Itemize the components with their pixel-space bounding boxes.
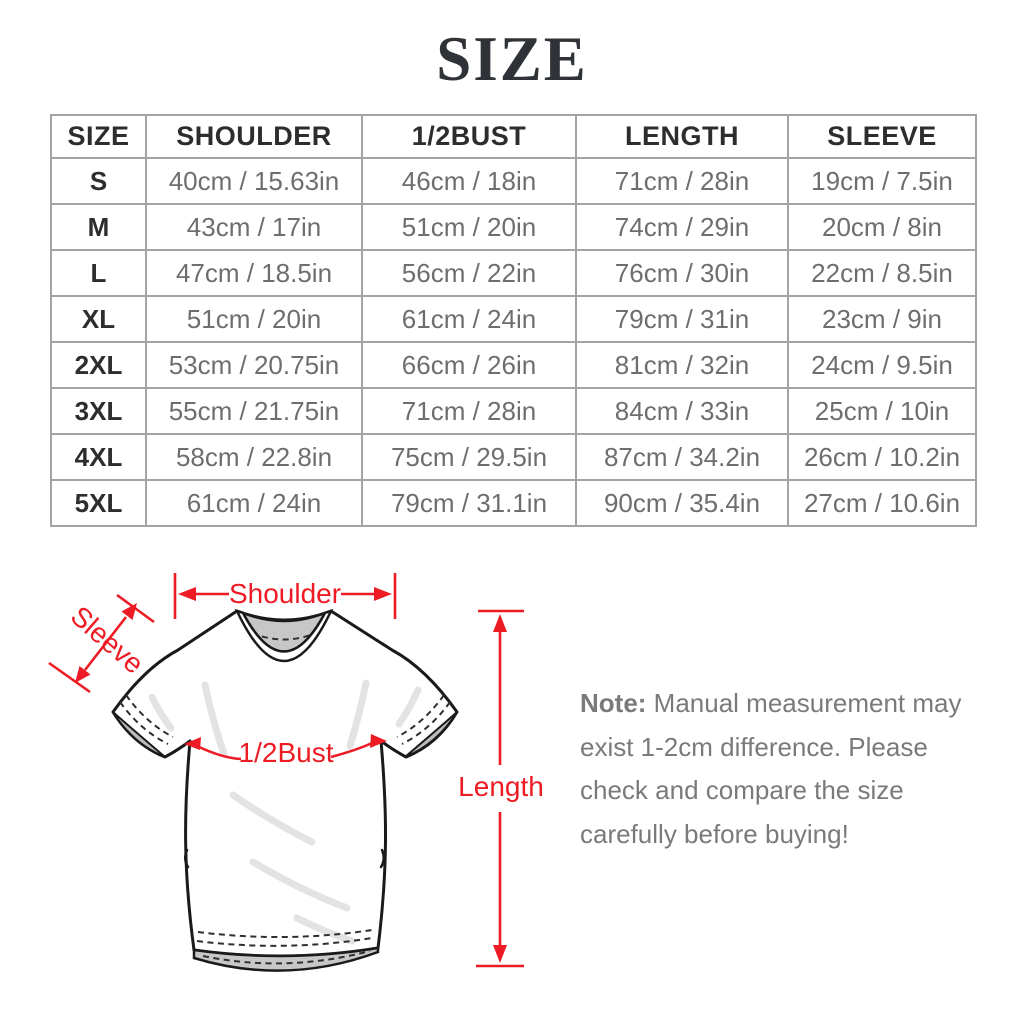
measurement-note: Note: Manual measurement may exist 1-2cm… [580, 682, 982, 856]
table-row: 2XL 53cm / 20.75in 66cm / 26in 81cm / 32… [50, 341, 977, 389]
table-row: 5XL 61cm / 24in 79cm / 31.1in 90cm / 35.… [50, 479, 977, 527]
note-text: Manual measurement may [653, 688, 962, 718]
col-header-size: SIZE [50, 114, 147, 159]
size-label: 4XL [50, 433, 147, 481]
length-arrow [476, 609, 524, 968]
sleeve-value: 19cm / 7.5in [787, 157, 977, 205]
length-value: 90cm / 35.4in [575, 479, 789, 527]
table-row: L 47cm / 18.5in 56cm / 22in 76cm / 30in … [50, 249, 977, 297]
length-value: 76cm / 30in [575, 249, 789, 297]
size-label: S [50, 157, 147, 205]
waist-nick-right [379, 848, 385, 869]
sleeve-value: 25cm / 10in [787, 387, 977, 435]
bust-value: 61cm / 24in [361, 295, 577, 343]
shoulder-value: 43cm / 17in [145, 203, 363, 251]
size-label: 5XL [50, 479, 147, 527]
shoulder-value: 58cm / 22.8in [145, 433, 363, 481]
fold-line [395, 686, 422, 728]
fold-line [201, 681, 228, 758]
table-row: S 40cm / 15.63in 46cm / 18in 71cm / 28in… [50, 157, 977, 205]
length-value: 81cm / 32in [575, 341, 789, 389]
collar-stitch-line [251, 632, 317, 641]
cuff-stitch-left-2 [125, 694, 174, 738]
collar-inside [240, 610, 328, 653]
fold-line [148, 693, 175, 732]
col-header-sleeve: SLEEVE [787, 114, 977, 159]
length-value: 79cm / 31in [575, 295, 789, 343]
fold-line [346, 679, 370, 750]
length-label: Length [458, 771, 544, 802]
tshirt-illustration [111, 608, 459, 972]
bust-value: 56cm / 22in [361, 249, 577, 297]
table-row: XL 51cm / 20in 61cm / 24in 79cm / 31in 2… [50, 295, 977, 343]
bust-value: 75cm / 29.5in [361, 433, 577, 481]
sleeve-cuff-right [404, 711, 458, 758]
note-line: check and compare the size [580, 775, 904, 805]
size-label: 2XL [50, 341, 147, 389]
sleeve-label: Sleeve [65, 600, 150, 680]
hem-stitch-lower [196, 937, 373, 947]
size-label: M [50, 203, 147, 251]
table-row: 3XL 55cm / 21.75in 71cm / 28in 84cm / 33… [50, 387, 977, 435]
cuff-stitch-left-1 [119, 701, 169, 745]
table-row: M 43cm / 17in 51cm / 20in 74cm / 29in 20… [50, 203, 977, 251]
note-line: Note: Manual measurement may [580, 682, 982, 726]
bust-value: 51cm / 20in [361, 203, 577, 251]
fold-line [293, 914, 356, 945]
sleeve-value: 27cm / 10.6in [787, 479, 977, 527]
shoulder-value: 55cm / 21.75in [145, 387, 363, 435]
sleeve-value: 20cm / 8in [787, 203, 977, 251]
cuff-stitch-right-2 [396, 694, 445, 738]
tshirt-outline [111, 609, 459, 958]
sleeve-value: 24cm / 9.5in [787, 341, 977, 389]
shoulder-arrow [173, 573, 397, 619]
shoulder-value: 61cm / 24in [145, 479, 363, 527]
table-row: 4XL 58cm / 22.8in 75cm / 29.5in 87cm / 3… [50, 433, 977, 481]
measurement-arrows: Shoulder Sleeve 1/2Bust Length [48, 573, 544, 968]
shoulder-value: 53cm / 20.75in [145, 341, 363, 389]
hem-band-stitch [202, 950, 371, 965]
hem-band [192, 946, 380, 972]
length-value: 74cm / 29in [575, 203, 789, 251]
page-title: SIZE [436, 24, 588, 94]
sleeve-value: 22cm / 8.5in [787, 249, 977, 297]
shoulder-value: 51cm / 20in [145, 295, 363, 343]
shoulder-label: Shoulder [229, 578, 341, 609]
size-label: L [50, 249, 147, 297]
size-label: 3XL [50, 387, 147, 435]
length-value: 71cm / 28in [575, 157, 789, 205]
size-chart-table: SIZE SHOULDER 1/2BUST LENGTH SLEEVE S 40… [50, 114, 977, 527]
size-label: XL [50, 295, 147, 343]
sleeve-cuff-left [112, 711, 166, 758]
note-line: carefully before buying! [580, 818, 849, 849]
bust-arrow [184, 734, 387, 761]
col-header-bust: 1/2BUST [361, 114, 577, 159]
bust-value: 66cm / 26in [361, 341, 577, 389]
note-prefix: Note: [580, 688, 647, 718]
waist-nick-left [184, 848, 190, 869]
sleeve-value: 23cm / 9in [787, 295, 977, 343]
bust-value: 71cm / 28in [361, 387, 577, 435]
bust-value: 79cm / 31.1in [361, 479, 577, 527]
hem-stitch-upper [197, 929, 373, 939]
collar-band [234, 608, 334, 663]
cuff-stitch-right-1 [401, 701, 451, 745]
col-header-length: LENGTH [575, 114, 789, 159]
table-header-row: SIZE SHOULDER 1/2BUST LENGTH SLEEVE [50, 114, 977, 159]
sleeve-value: 26cm / 10.2in [787, 433, 977, 481]
note-line: exist 1-2cm difference. Please [580, 731, 928, 762]
shoulder-value: 40cm / 15.63in [145, 157, 363, 205]
length-value: 84cm / 33in [575, 387, 789, 435]
bust-value: 46cm / 18in [361, 157, 577, 205]
fold-line [249, 858, 351, 912]
bust-label: 1/2Bust [239, 737, 334, 768]
shoulder-value: 47cm / 18.5in [145, 249, 363, 297]
length-value: 87cm / 34.2in [575, 433, 789, 481]
sleeve-arrow [48, 593, 155, 694]
col-header-shoulder: SHOULDER [145, 114, 363, 159]
fold-line [229, 791, 316, 846]
